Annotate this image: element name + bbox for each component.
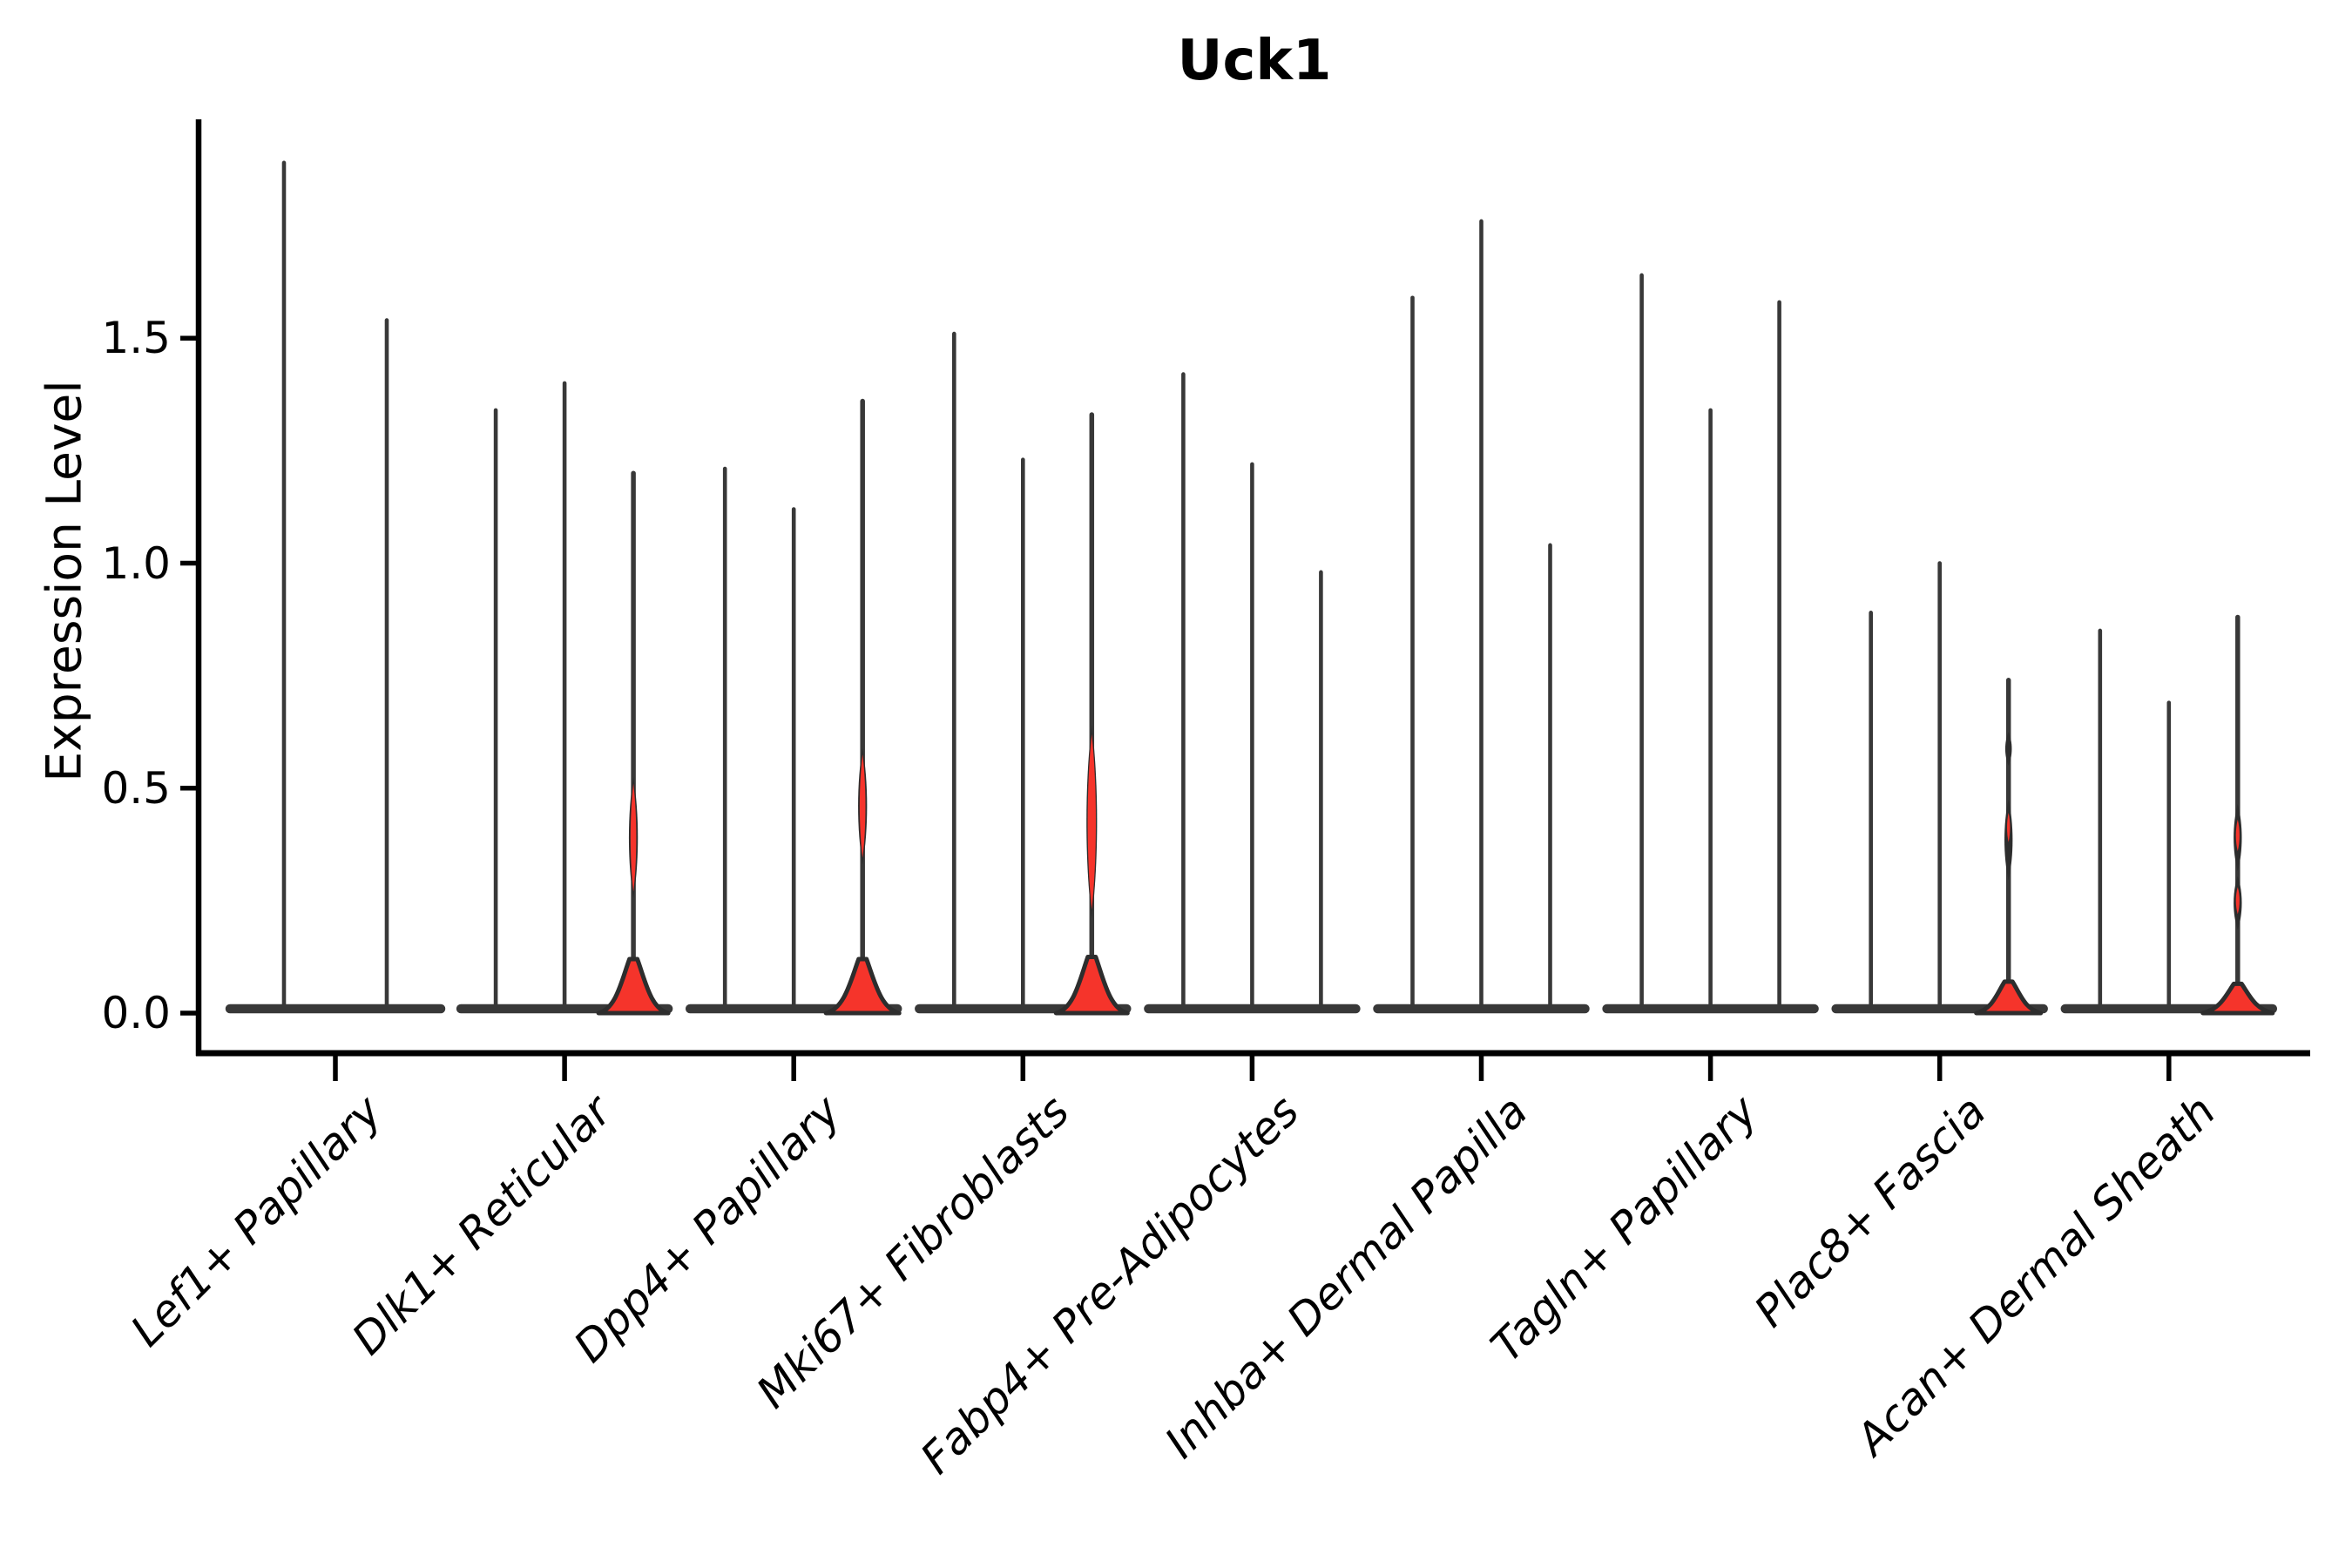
violin-belly-9-3 xyxy=(2200,981,2275,1016)
violin-bulge-red-9-3-1 xyxy=(2235,819,2240,852)
violin-belly-8-3 xyxy=(1974,979,2044,1016)
y-tick-label-0.5: 0.5 xyxy=(101,762,171,814)
y-tick-label-0.0: 0.0 xyxy=(101,988,171,1038)
chart-title: Uck1 xyxy=(1177,29,1332,93)
violin-bulge-red-3-3-1 xyxy=(859,754,866,858)
y-tick-label-1.0: 1.0 xyxy=(101,537,171,589)
violin-bulge-8-3-2 xyxy=(2004,732,2012,766)
violin-bulge-red-2-3-1 xyxy=(630,783,637,892)
y-tick-label-1.5: 1.5 xyxy=(101,313,171,364)
violin-bulge-red-4-3-1 xyxy=(1087,733,1096,910)
violin-bulge-red-9-3-2 xyxy=(2235,887,2240,915)
violin-bulge-red-8-3-1 xyxy=(2007,813,2011,842)
violin-belly-2-3 xyxy=(596,956,671,1016)
violin-belly-4-3 xyxy=(1053,954,1130,1016)
violin-belly-3-3 xyxy=(823,956,902,1016)
y-axis-label: Expression Level xyxy=(36,380,92,782)
